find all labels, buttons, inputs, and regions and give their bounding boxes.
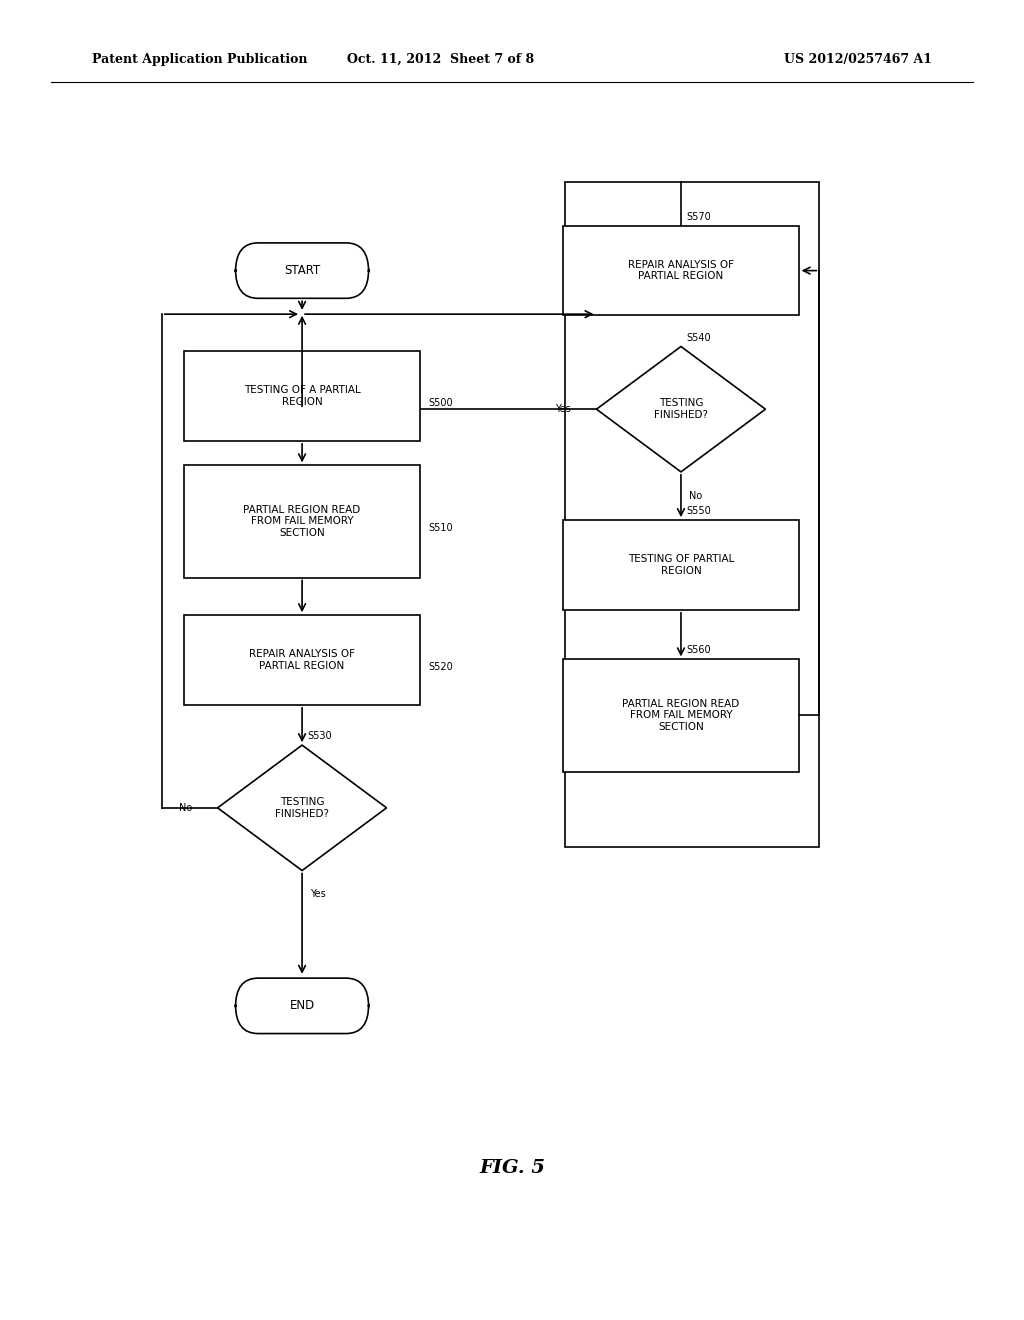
- Text: END: END: [290, 999, 314, 1012]
- Text: START: START: [284, 264, 321, 277]
- Text: S540: S540: [686, 333, 711, 343]
- Text: S520: S520: [428, 661, 453, 672]
- Text: Oct. 11, 2012  Sheet 7 of 8: Oct. 11, 2012 Sheet 7 of 8: [347, 53, 534, 66]
- FancyBboxPatch shape: [236, 978, 369, 1034]
- Text: S510: S510: [428, 523, 453, 533]
- Text: S500: S500: [428, 397, 453, 408]
- FancyBboxPatch shape: [184, 466, 420, 578]
- Text: S530: S530: [307, 731, 332, 741]
- FancyBboxPatch shape: [184, 351, 420, 441]
- FancyBboxPatch shape: [563, 659, 799, 771]
- Text: S550: S550: [686, 506, 711, 516]
- Text: REPAIR ANALYSIS OF
PARTIAL REGION: REPAIR ANALYSIS OF PARTIAL REGION: [628, 260, 734, 281]
- Text: Yes: Yes: [555, 404, 571, 414]
- FancyBboxPatch shape: [184, 615, 420, 705]
- Text: REPAIR ANALYSIS OF
PARTIAL REGION: REPAIR ANALYSIS OF PARTIAL REGION: [249, 649, 355, 671]
- Text: TESTING OF A PARTIAL
REGION: TESTING OF A PARTIAL REGION: [244, 385, 360, 407]
- Text: US 2012/0257467 A1: US 2012/0257467 A1: [783, 53, 932, 66]
- Text: Yes: Yes: [310, 890, 326, 899]
- Text: TESTING
FINISHED?: TESTING FINISHED?: [654, 399, 708, 420]
- Polygon shape: [217, 744, 387, 871]
- Text: TESTING OF PARTIAL
REGION: TESTING OF PARTIAL REGION: [628, 554, 734, 576]
- Text: PARTIAL REGION READ
FROM FAIL MEMORY
SECTION: PARTIAL REGION READ FROM FAIL MEMORY SEC…: [623, 698, 739, 733]
- Text: No: No: [689, 491, 702, 500]
- Text: FIG. 5: FIG. 5: [479, 1159, 545, 1177]
- Text: No: No: [179, 803, 191, 813]
- Text: TESTING
FINISHED?: TESTING FINISHED?: [275, 797, 329, 818]
- FancyBboxPatch shape: [563, 520, 799, 610]
- Polygon shape: [596, 347, 766, 473]
- FancyBboxPatch shape: [563, 226, 799, 315]
- Text: PARTIAL REGION READ
FROM FAIL MEMORY
SECTION: PARTIAL REGION READ FROM FAIL MEMORY SEC…: [244, 504, 360, 539]
- Text: Patent Application Publication: Patent Application Publication: [92, 53, 307, 66]
- Text: S560: S560: [686, 645, 711, 655]
- FancyBboxPatch shape: [236, 243, 369, 298]
- Text: S570: S570: [686, 211, 711, 222]
